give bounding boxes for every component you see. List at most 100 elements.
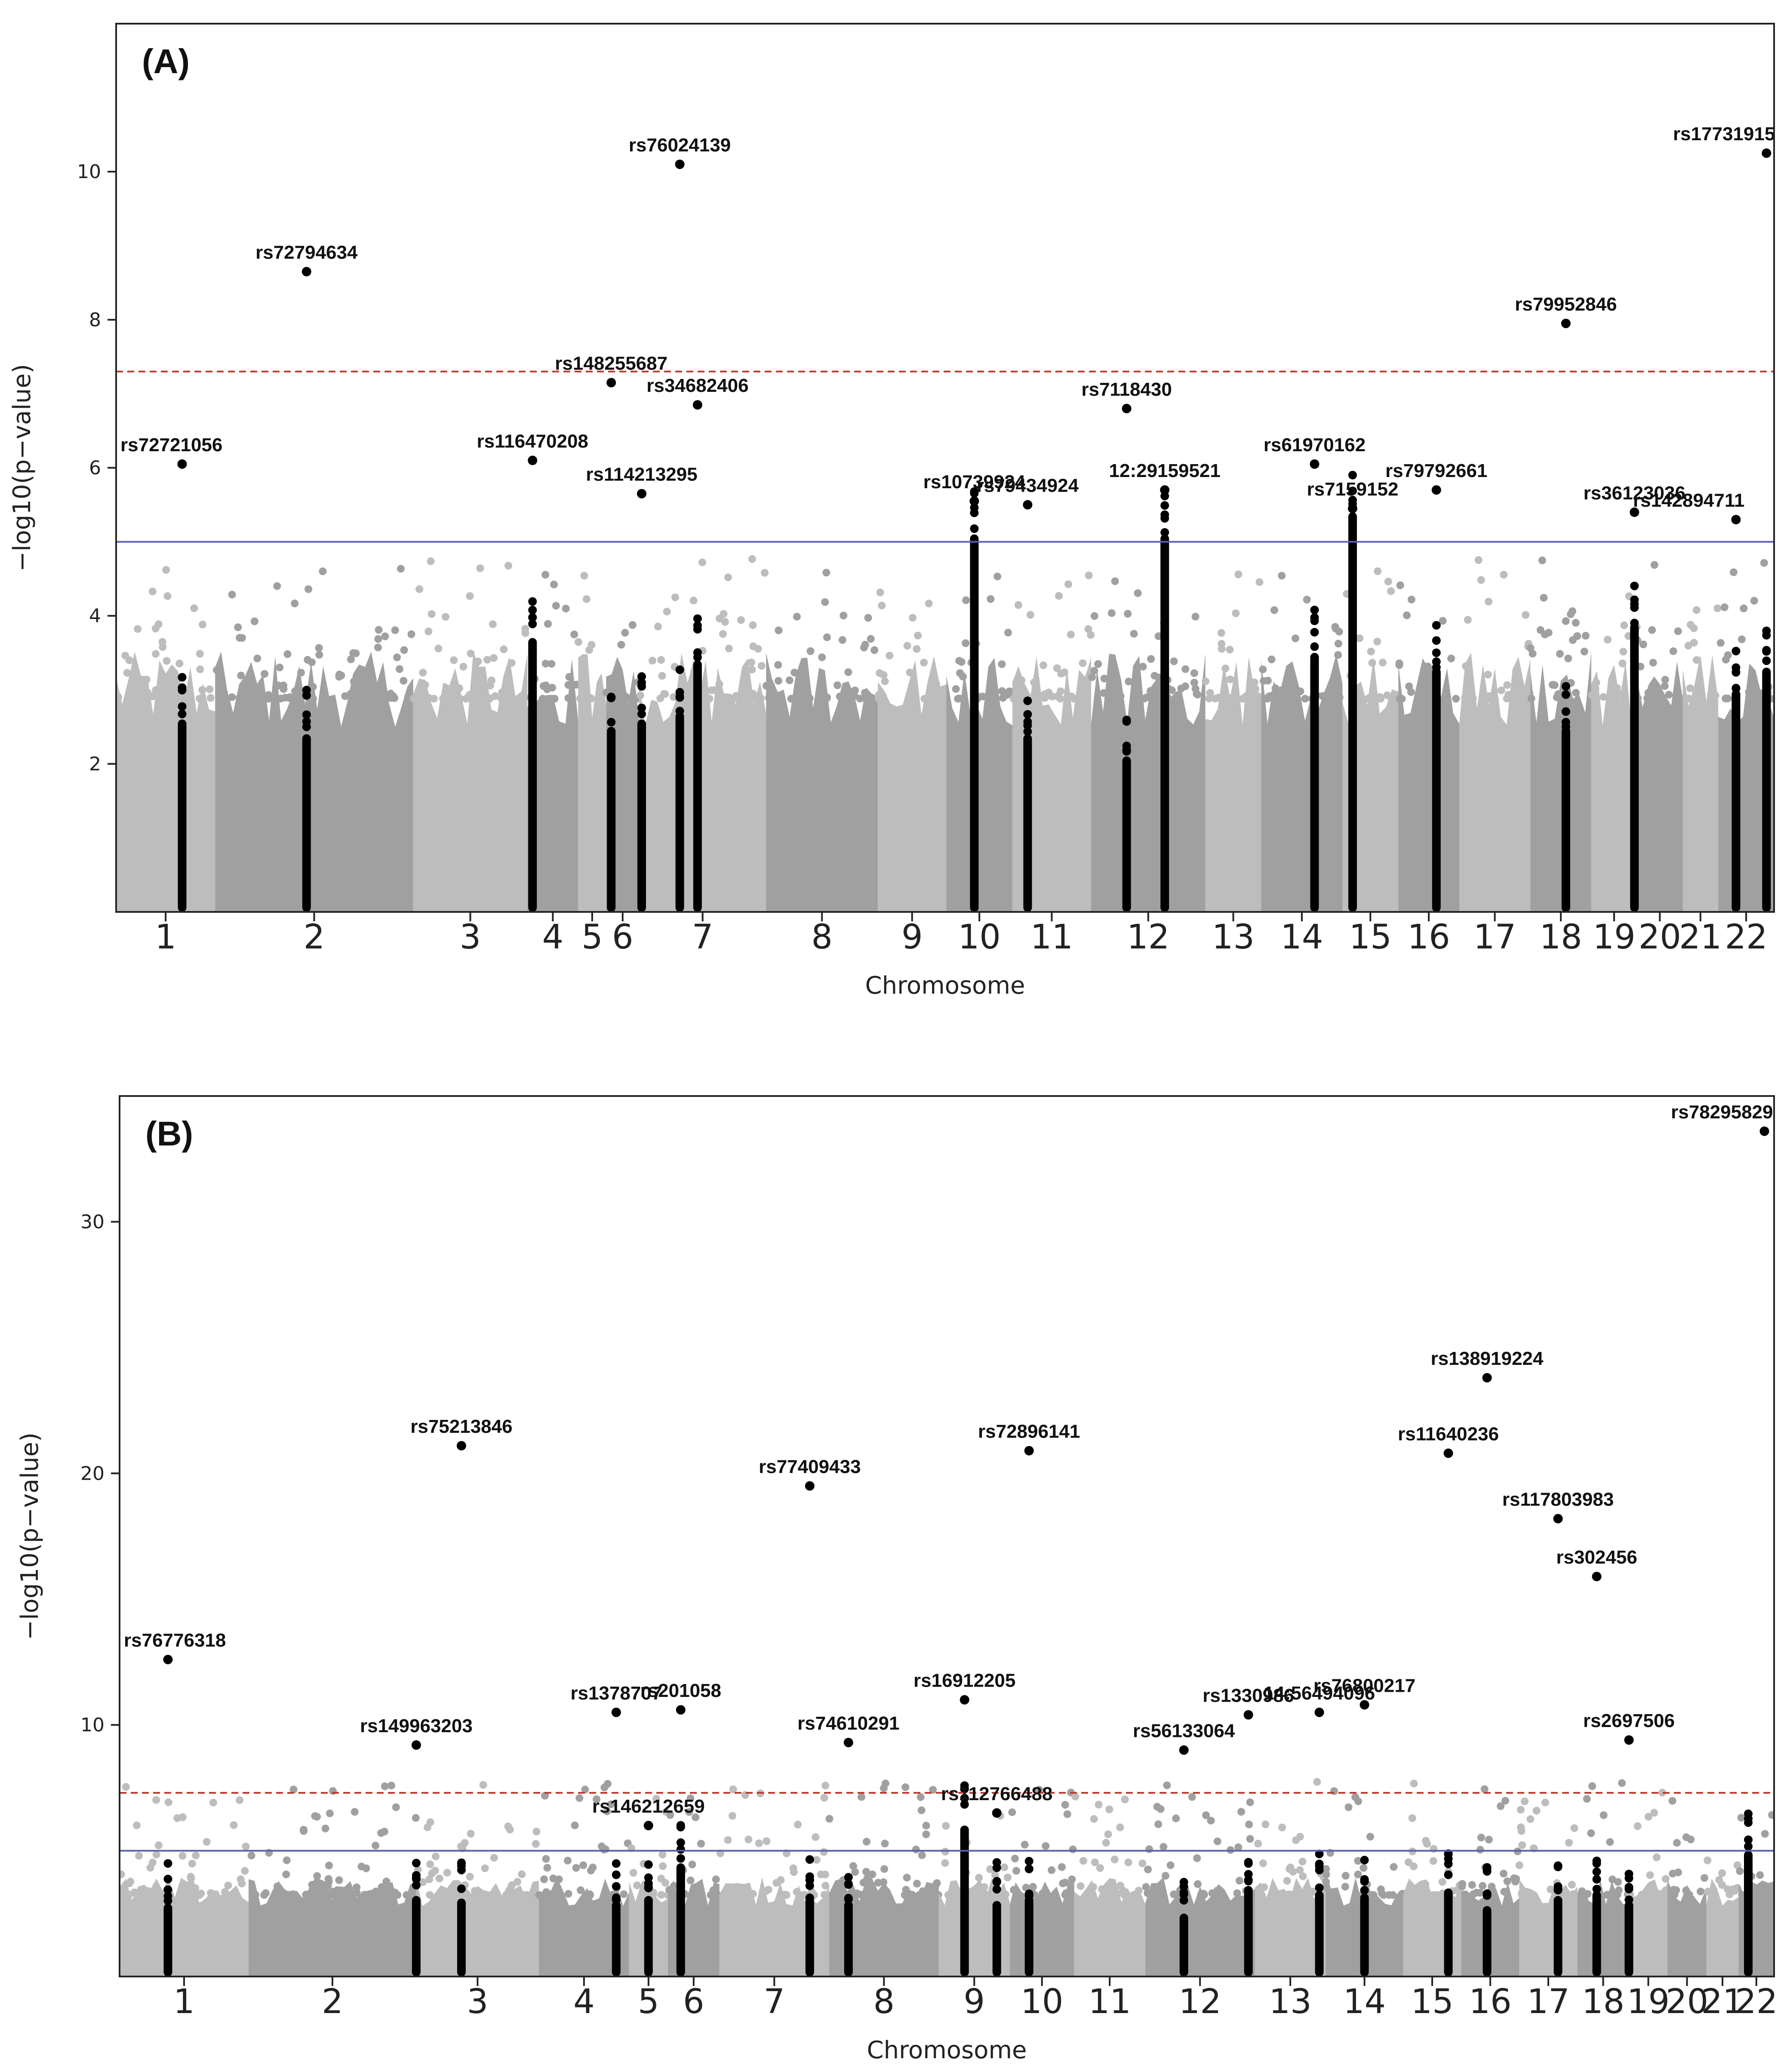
highlight-column [644,1896,653,1977]
snp-point [820,1848,828,1856]
annotated-snp-point [1762,148,1772,158]
x-axis-label: Chromosome [865,972,1025,1000]
snp-point [283,1856,291,1864]
snp-point [175,659,184,668]
highlight-point [1122,747,1131,756]
snp-point [962,639,970,647]
x-tick-label: 6 [612,918,634,957]
snp-point [489,654,498,662]
snp-point [1485,1835,1493,1844]
snp-point [434,644,443,653]
snp-point [1529,1891,1537,1899]
highlight-point [1592,1856,1601,1866]
snp-point [1485,692,1493,700]
highlight-point [1744,1835,1753,1844]
snp-point [1138,1860,1147,1867]
highlight-point [676,1821,685,1830]
snp-point [1341,1883,1349,1891]
snp-point [1096,1864,1104,1872]
snp-point [1458,1882,1466,1890]
snp-point [906,668,914,677]
snp-point [1669,1869,1677,1878]
snp-point [925,1890,932,1898]
chromosome-block-4 [538,1877,629,1977]
snp-point [1283,1877,1291,1885]
snp-point [184,1887,192,1895]
highlight-point [163,1896,172,1905]
snp-point [162,566,170,574]
snp-label: rs77409433 [759,1456,861,1478]
snp-point [212,1890,220,1898]
highlight-point [1315,1860,1324,1869]
snp-label: rs34682406 [646,375,748,396]
snp-point [690,1887,698,1896]
snp-point [1368,659,1376,667]
snp-point [1608,695,1616,703]
x-tick-label: 14 [1280,918,1323,957]
snp-point [1003,1873,1012,1881]
snp-label: rs146212659 [592,1796,705,1817]
snp-point [1191,613,1199,621]
snp-point [325,1861,333,1869]
highlight-point [1244,1870,1253,1879]
snp-point [1134,589,1142,597]
snp-point [1648,626,1656,634]
snp-point [154,1841,163,1850]
snp-point [725,644,733,653]
snp-point [1239,695,1248,703]
snp-point [265,691,273,699]
snp-point [1292,634,1299,643]
snp-point [1121,1795,1129,1804]
highlight-point [1315,1850,1324,1858]
snp-point [881,1780,889,1788]
x-tick-label: 12 [1127,918,1169,957]
snp-label: rs79952846 [1515,294,1617,315]
snp-point [1477,576,1485,584]
x-tick-label: 18 [1539,918,1582,957]
snp-point [1750,597,1758,605]
highlight-point [844,1873,853,1882]
snp-point [698,558,706,566]
snp-point [319,567,327,576]
snp-point [206,694,215,702]
snp-label: rs10739924 [923,471,1026,493]
snp-point [366,680,374,688]
snp-point [1587,1829,1595,1837]
snp-point [450,656,458,664]
snp-point [649,1891,657,1899]
snp-point [347,1890,355,1899]
snp-point [191,1884,200,1892]
snp-point [1152,694,1160,702]
snp-point [350,677,358,686]
snp-point [1105,1805,1113,1813]
highlight-point [1315,1883,1324,1892]
snp-point [864,614,872,622]
annotated-snp-point [1243,1710,1253,1720]
x-tick-label: 10 [958,918,1001,957]
snp-label: rs149963203 [360,1715,473,1736]
chromosome-block-13 [1205,657,1261,912]
snp-point [1147,687,1154,695]
snp-point [1341,1872,1350,1880]
snp-point [1422,1837,1430,1845]
snp-point [922,1822,930,1830]
snp-point [1270,606,1278,614]
snp-label: rs72896141 [978,1421,1080,1442]
snp-point [152,686,160,694]
snp-point [1359,1864,1368,1872]
snp-point [541,659,550,668]
chromosome-block-10 [946,658,1012,912]
snp-point [311,1812,319,1820]
snp-point [582,595,591,603]
snp-point [576,694,584,702]
x-tick-label: 9 [963,1983,985,2021]
snp-point [273,582,281,590]
highlight-point [1310,642,1319,651]
highlight-point [457,1865,466,1874]
snp-label: rs2697506 [1583,1710,1675,1731]
snp-point [1129,1891,1138,1899]
snp-point [1255,578,1264,586]
manhattan-panel-b: rs76776318 rs149963203 rs75213846 rs1378707… [16,1095,1778,2064]
snp-point [199,620,207,628]
highlight-point [1630,603,1639,612]
